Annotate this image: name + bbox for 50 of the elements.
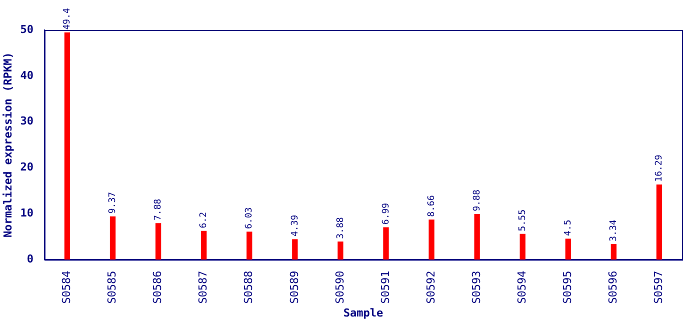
data-label: 5.55 bbox=[518, 210, 528, 232]
y-tick-label: 40 bbox=[20, 68, 34, 82]
y-tick-label: 50 bbox=[20, 22, 34, 36]
x-tick-label: S0590 bbox=[333, 270, 346, 304]
x-tick-label: S0584 bbox=[60, 270, 74, 304]
data-label: 16.29 bbox=[654, 154, 665, 182]
bar bbox=[383, 227, 389, 260]
x-tick-label: S0593 bbox=[470, 270, 483, 304]
data-label: 6.2 bbox=[199, 212, 210, 228]
x-tick-label: S0592 bbox=[424, 270, 438, 304]
data-label: 6.99 bbox=[381, 202, 392, 225]
bar bbox=[428, 220, 434, 260]
bar bbox=[292, 239, 298, 260]
x-tick-label: S0595 bbox=[561, 270, 574, 304]
data-label: 9.37 bbox=[108, 192, 118, 214]
x-tick-label: S0594 bbox=[515, 270, 528, 304]
bar bbox=[656, 184, 662, 260]
bar bbox=[520, 234, 526, 260]
data-label: 3.34 bbox=[609, 220, 620, 242]
data-label: 4.39 bbox=[290, 214, 300, 237]
x-tick-label: S0587 bbox=[196, 270, 210, 304]
y-tick-label: 10 bbox=[20, 206, 34, 220]
x-tick-label: S0597 bbox=[652, 270, 666, 304]
data-label: 8.66 bbox=[426, 195, 437, 217]
bar bbox=[610, 244, 617, 260]
y-tick-label: 20 bbox=[20, 160, 34, 174]
data-label: 49.4 bbox=[62, 8, 73, 30]
x-tick-label: S0596 bbox=[606, 270, 620, 304]
bar bbox=[155, 223, 162, 260]
data-label: 6.03 bbox=[244, 207, 255, 229]
bar bbox=[110, 216, 116, 260]
bar bbox=[338, 242, 344, 260]
y-tick-label: 30 bbox=[20, 114, 34, 128]
bar bbox=[201, 230, 207, 260]
x-tick-label: S0586 bbox=[151, 270, 164, 304]
x-tick-label: S0589 bbox=[288, 270, 301, 304]
x-tick-label: S0591 bbox=[378, 270, 392, 304]
x-tick-label: S0588 bbox=[242, 270, 256, 304]
data-label: 3.88 bbox=[336, 217, 346, 239]
y-axis-title: Normalized expression (RPKM) bbox=[1, 52, 14, 238]
y-tick-label: 0 bbox=[26, 252, 34, 266]
data-label: 7.88 bbox=[154, 198, 164, 220]
data-label: 4.5 bbox=[563, 220, 574, 236]
bar bbox=[565, 238, 571, 260]
bar bbox=[246, 232, 252, 260]
x-tick-label: S0585 bbox=[106, 270, 119, 304]
data-label: 9.88 bbox=[472, 190, 482, 212]
bar bbox=[474, 214, 480, 260]
x-axis-title: Sample bbox=[343, 306, 384, 320]
bar bbox=[64, 32, 70, 260]
